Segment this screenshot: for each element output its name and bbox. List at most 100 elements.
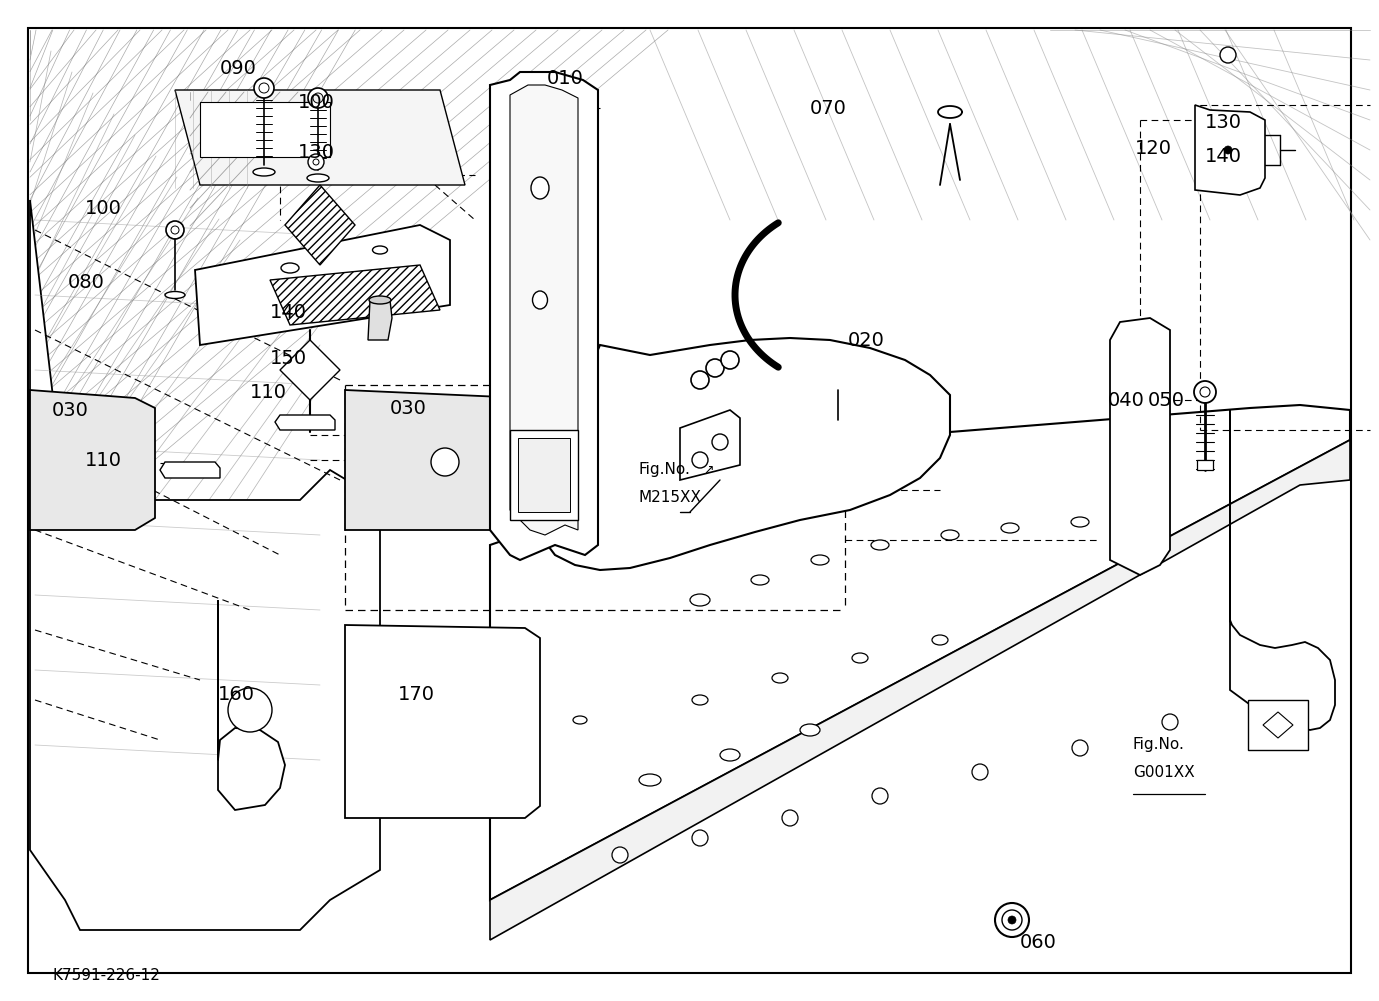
Circle shape xyxy=(1194,381,1216,403)
Polygon shape xyxy=(274,415,335,430)
Text: 020: 020 xyxy=(848,330,885,349)
Text: M215XX: M215XX xyxy=(638,490,701,505)
Circle shape xyxy=(872,788,888,804)
Polygon shape xyxy=(30,390,154,530)
Text: 120: 120 xyxy=(1135,138,1172,157)
Circle shape xyxy=(1071,740,1088,756)
Polygon shape xyxy=(510,85,578,535)
Polygon shape xyxy=(538,338,950,570)
Ellipse shape xyxy=(752,575,769,585)
Circle shape xyxy=(691,371,709,389)
Text: 070: 070 xyxy=(809,98,847,117)
Circle shape xyxy=(1008,916,1016,924)
Text: 010: 010 xyxy=(547,68,583,87)
Text: 110: 110 xyxy=(85,450,121,469)
Text: K7591-226-12: K7591-226-12 xyxy=(52,968,160,983)
Circle shape xyxy=(313,159,319,165)
Polygon shape xyxy=(1196,105,1265,195)
Ellipse shape xyxy=(1001,523,1019,533)
Circle shape xyxy=(972,764,987,780)
Circle shape xyxy=(782,810,798,826)
Circle shape xyxy=(706,359,724,377)
Bar xyxy=(519,438,570,512)
Circle shape xyxy=(721,351,739,369)
Polygon shape xyxy=(285,185,354,265)
Bar xyxy=(510,430,578,520)
Bar xyxy=(1248,700,1309,750)
Circle shape xyxy=(432,448,459,476)
Ellipse shape xyxy=(281,263,299,273)
Circle shape xyxy=(259,83,269,93)
Text: 030: 030 xyxy=(52,400,88,419)
Polygon shape xyxy=(1110,318,1169,575)
Circle shape xyxy=(1220,47,1236,63)
Circle shape xyxy=(1200,387,1209,397)
Ellipse shape xyxy=(772,673,787,683)
Text: 110: 110 xyxy=(250,383,287,402)
Polygon shape xyxy=(218,600,285,810)
Ellipse shape xyxy=(800,724,821,736)
Ellipse shape xyxy=(1071,517,1089,527)
Ellipse shape xyxy=(940,530,958,540)
Text: 050: 050 xyxy=(1147,390,1185,409)
Bar xyxy=(1197,460,1214,470)
Text: 160: 160 xyxy=(218,685,255,704)
Text: Fig.No.: Fig.No. xyxy=(638,462,690,477)
Ellipse shape xyxy=(252,168,274,176)
Ellipse shape xyxy=(720,749,741,761)
Circle shape xyxy=(712,434,728,450)
Text: 140: 140 xyxy=(1205,146,1242,165)
Text: Fig.No.: Fig.No. xyxy=(1134,737,1185,752)
Circle shape xyxy=(308,88,328,108)
Circle shape xyxy=(1225,146,1231,154)
Polygon shape xyxy=(1230,410,1335,730)
Polygon shape xyxy=(490,440,1350,940)
Text: 130: 130 xyxy=(298,142,335,161)
Polygon shape xyxy=(490,405,1350,900)
Text: 150: 150 xyxy=(270,348,308,367)
Ellipse shape xyxy=(308,174,330,182)
Text: 100: 100 xyxy=(85,198,121,217)
Ellipse shape xyxy=(932,635,947,645)
Text: 060: 060 xyxy=(1020,933,1056,952)
Text: 090: 090 xyxy=(221,58,256,77)
Circle shape xyxy=(692,830,707,846)
Text: 030: 030 xyxy=(390,398,427,417)
Ellipse shape xyxy=(531,177,549,199)
Circle shape xyxy=(1003,910,1022,930)
Circle shape xyxy=(1162,714,1178,730)
Ellipse shape xyxy=(370,296,392,304)
Polygon shape xyxy=(680,410,741,480)
Circle shape xyxy=(308,154,324,170)
Ellipse shape xyxy=(574,716,587,724)
Circle shape xyxy=(996,903,1029,937)
Text: 080: 080 xyxy=(68,272,105,291)
Ellipse shape xyxy=(690,594,710,606)
Text: 140: 140 xyxy=(270,303,308,322)
Ellipse shape xyxy=(811,555,829,565)
Polygon shape xyxy=(280,340,341,400)
Circle shape xyxy=(165,221,183,239)
Text: 130: 130 xyxy=(1205,112,1242,131)
Circle shape xyxy=(313,93,323,103)
Ellipse shape xyxy=(692,695,707,705)
Polygon shape xyxy=(270,265,440,325)
Circle shape xyxy=(171,226,179,234)
Text: 100: 100 xyxy=(298,92,335,111)
Polygon shape xyxy=(175,90,465,185)
Polygon shape xyxy=(30,200,381,930)
Bar xyxy=(200,102,330,157)
Circle shape xyxy=(692,452,707,468)
Ellipse shape xyxy=(872,540,889,550)
Circle shape xyxy=(612,847,627,863)
Ellipse shape xyxy=(852,653,867,663)
Text: ↗: ↗ xyxy=(703,464,713,477)
Polygon shape xyxy=(490,72,598,560)
Polygon shape xyxy=(345,625,541,818)
Ellipse shape xyxy=(638,774,661,786)
Polygon shape xyxy=(1263,712,1294,738)
Polygon shape xyxy=(160,462,221,478)
Polygon shape xyxy=(368,300,392,340)
Ellipse shape xyxy=(372,246,387,254)
Circle shape xyxy=(228,688,272,732)
